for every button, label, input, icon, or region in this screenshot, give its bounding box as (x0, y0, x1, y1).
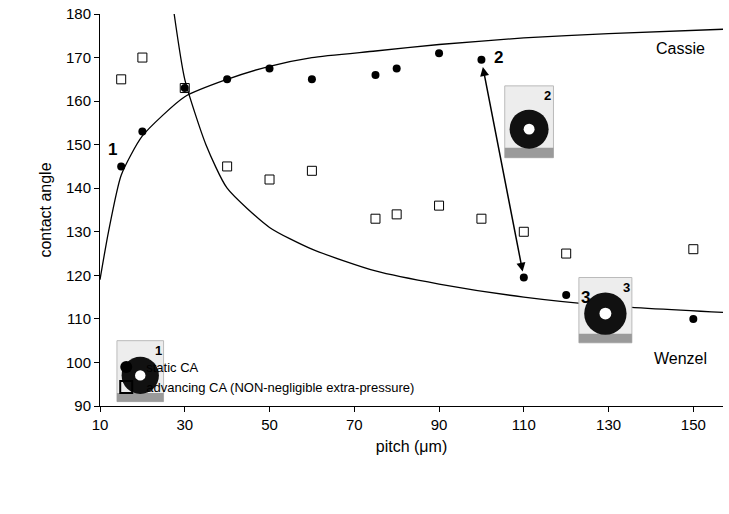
svg-text:advancing CA (NON-negligible e: advancing CA (NON-negligible extra-press… (146, 380, 414, 395)
svg-text:90: 90 (74, 397, 91, 414)
svg-text:110: 110 (512, 416, 536, 433)
svg-text:2: 2 (494, 48, 503, 67)
svg-text:Cassie: Cassie (656, 40, 705, 57)
svg-text:2: 2 (544, 88, 551, 103)
svg-text:100: 100 (66, 354, 91, 371)
svg-text:70: 70 (346, 416, 363, 433)
svg-text:160: 160 (66, 92, 91, 109)
svg-text:140: 140 (66, 179, 91, 196)
svg-text:10: 10 (92, 416, 109, 433)
svg-text:120: 120 (66, 267, 91, 284)
svg-text:50: 50 (261, 416, 278, 433)
svg-text:30: 30 (176, 416, 193, 433)
svg-text:1: 1 (155, 343, 162, 358)
svg-text:130: 130 (596, 416, 621, 433)
svg-text:150: 150 (66, 136, 91, 153)
svg-text:130: 130 (66, 223, 91, 240)
svg-text:pitch (μm): pitch (μm) (376, 438, 447, 455)
svg-text:90: 90 (431, 416, 448, 433)
svg-text:150: 150 (681, 416, 706, 433)
svg-text:110: 110 (67, 310, 91, 327)
svg-text:static CA: static CA (146, 360, 198, 375)
svg-text:3: 3 (623, 280, 630, 295)
svg-text:180: 180 (66, 5, 91, 22)
svg-text:Wenzel: Wenzel (654, 350, 707, 367)
svg-text:contact angle: contact angle (37, 162, 54, 257)
svg-text:3: 3 (581, 288, 590, 307)
svg-text:170: 170 (66, 49, 91, 66)
svg-text:1: 1 (108, 140, 117, 159)
